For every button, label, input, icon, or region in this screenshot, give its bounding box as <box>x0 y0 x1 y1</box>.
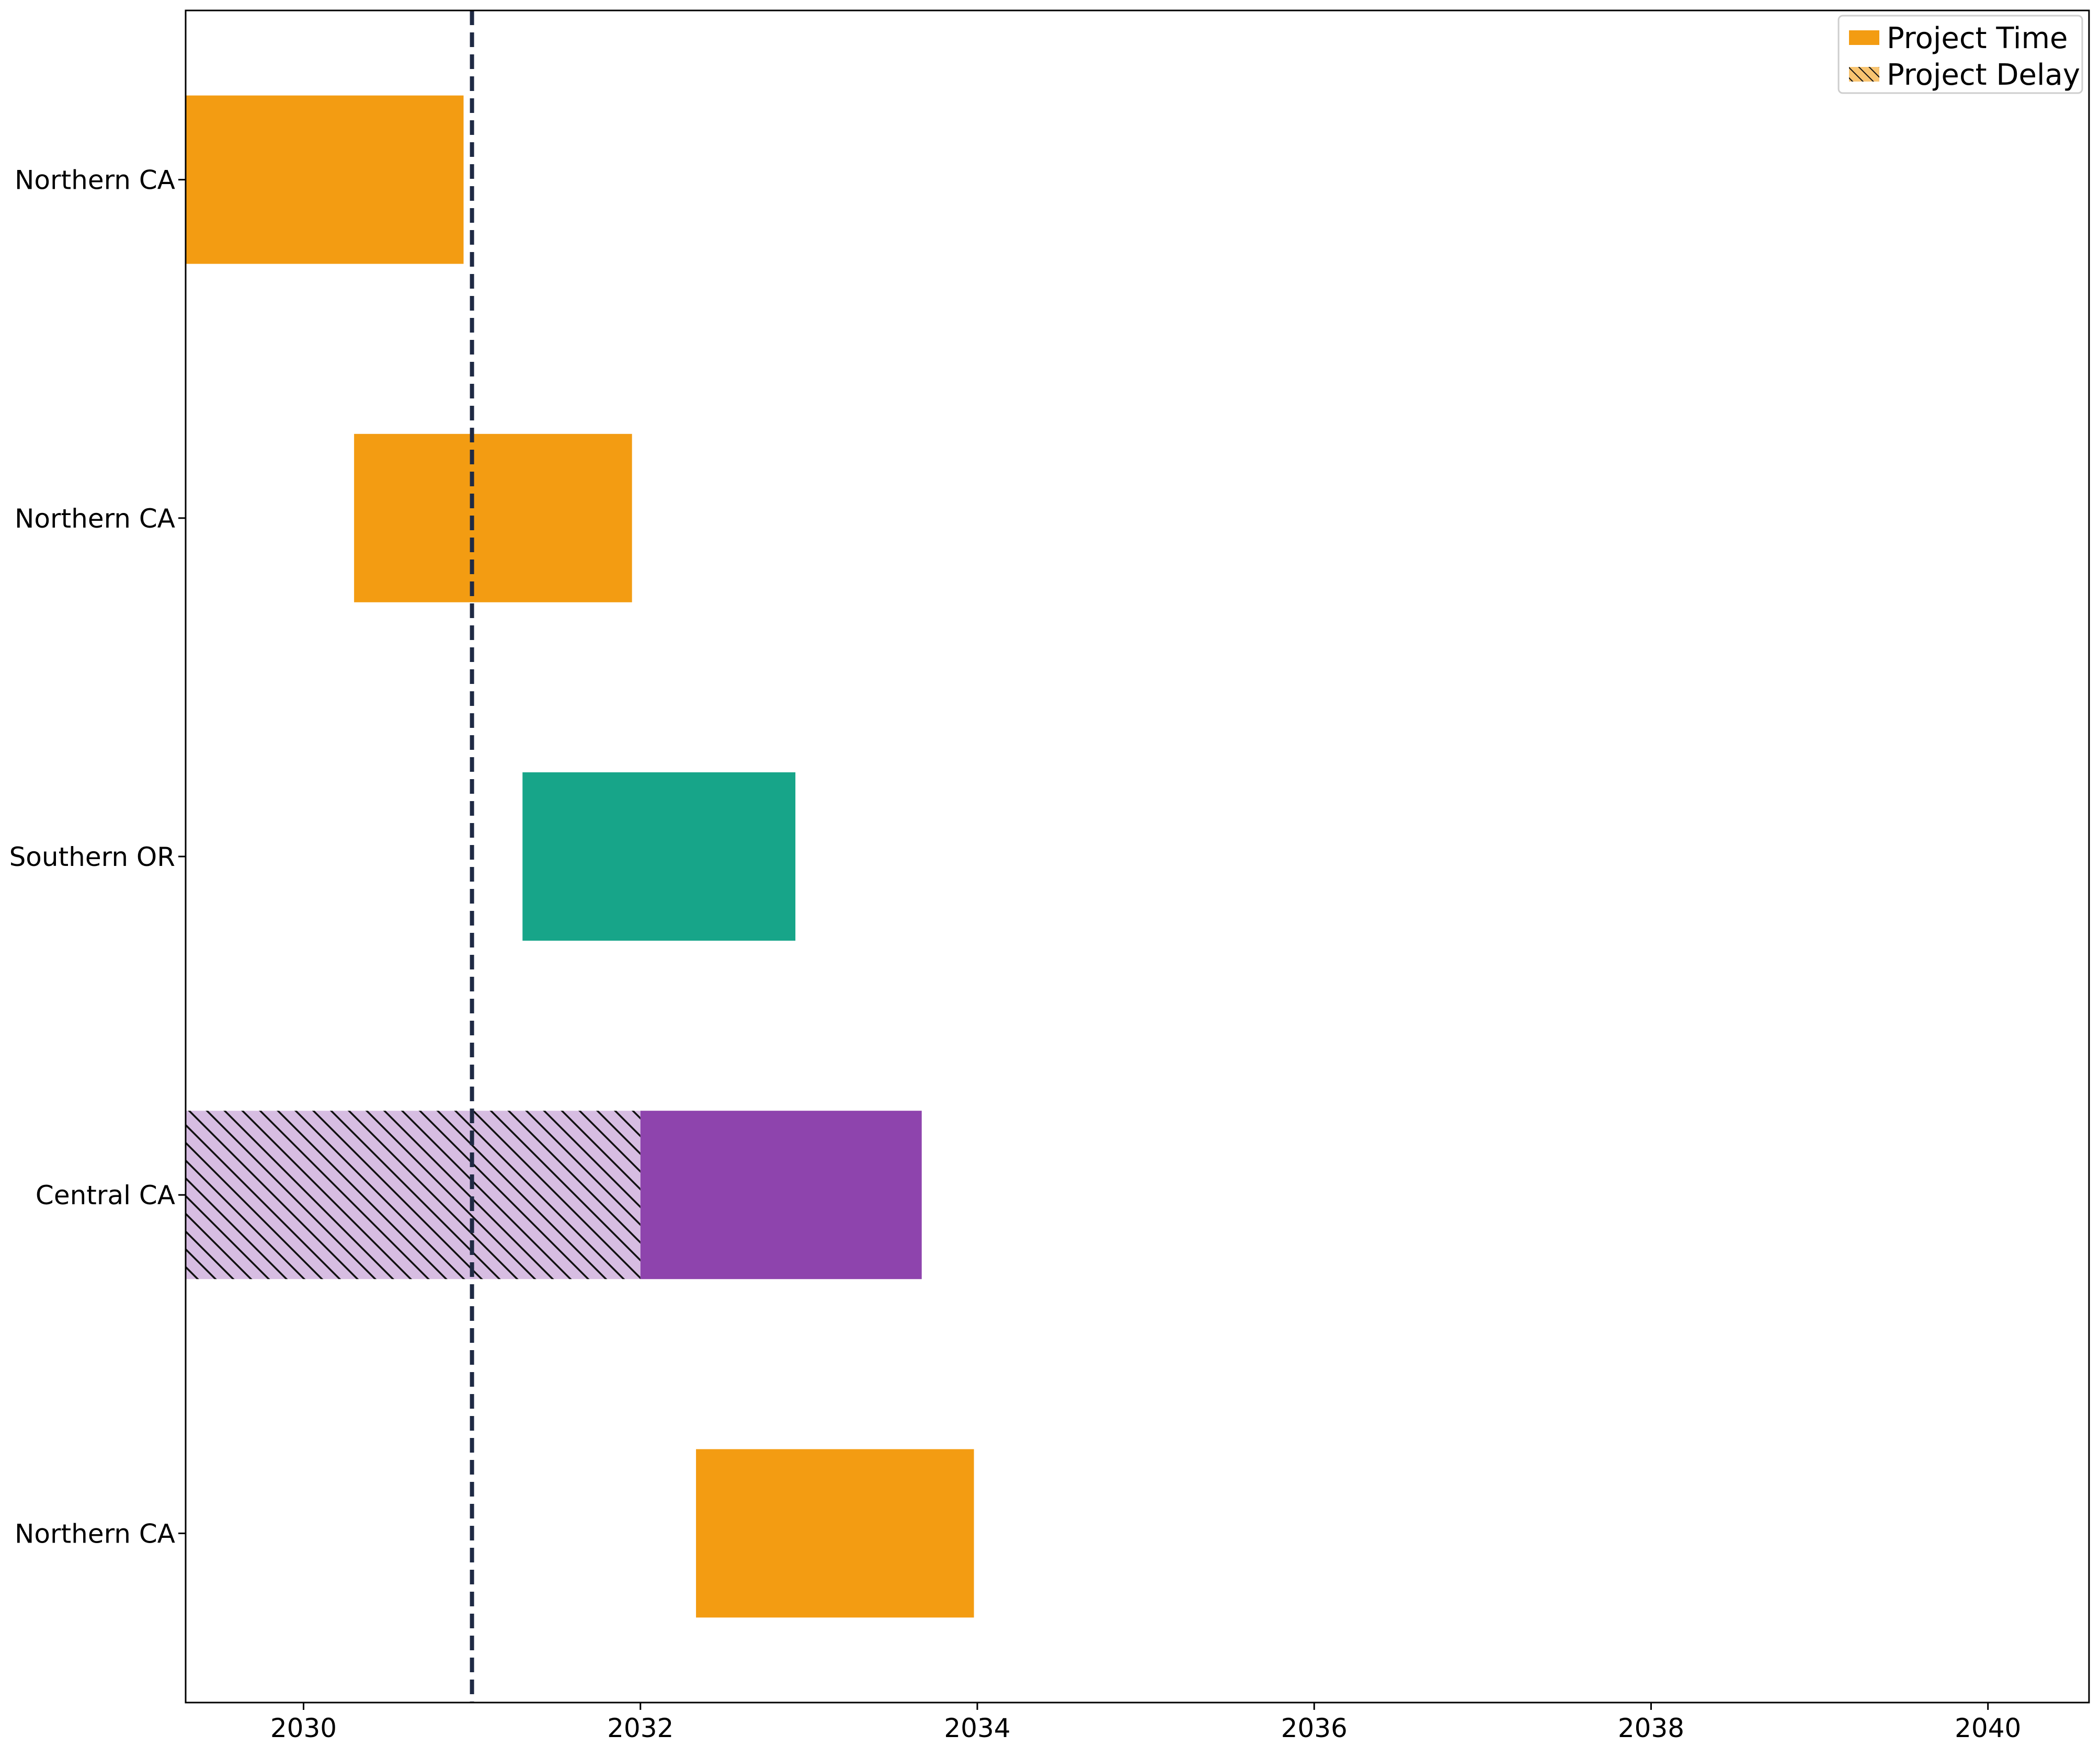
legend-box <box>1838 15 2083 94</box>
x-tick-label-2032: 2032 <box>607 1713 674 1743</box>
x-tick-label-2034: 2034 <box>944 1713 1010 1743</box>
x-tick-label-2030: 2030 <box>270 1713 337 1743</box>
legend-swatch-2 <box>1849 67 1879 82</box>
y-tick-label-4: Central CA <box>36 1180 175 1211</box>
y-tick-label-3: Southern OR <box>9 842 175 872</box>
y-tick-label-1: Northern CA <box>15 165 175 196</box>
time-bar-5-1 <box>696 1449 974 1618</box>
x-tick-label-2038: 2038 <box>1618 1713 1684 1743</box>
delay-bar-4-1 <box>186 1111 641 1280</box>
y-tick-label-5: Northern CA <box>15 1518 175 1549</box>
legend-label-2: Project Delay <box>1887 58 2080 92</box>
plot-area <box>186 10 974 1703</box>
time-bar-3-1 <box>522 772 796 941</box>
legend-label-1: Project Time <box>1887 21 2068 55</box>
x-tick-label-2040: 2040 <box>1955 1713 2021 1743</box>
time-bar-4-2 <box>640 1111 922 1280</box>
legend-swatch-1 <box>1849 30 1879 45</box>
time-bar-2-1 <box>354 433 632 602</box>
y-tick-label-2: Northern CA <box>15 504 175 534</box>
x-tick-label-2036: 2036 <box>1281 1713 1348 1743</box>
time-bar-1-1 <box>186 95 464 264</box>
axes: 2030 2032 2034 2036 2038 2040 Northern CA North… <box>9 9 2090 1743</box>
